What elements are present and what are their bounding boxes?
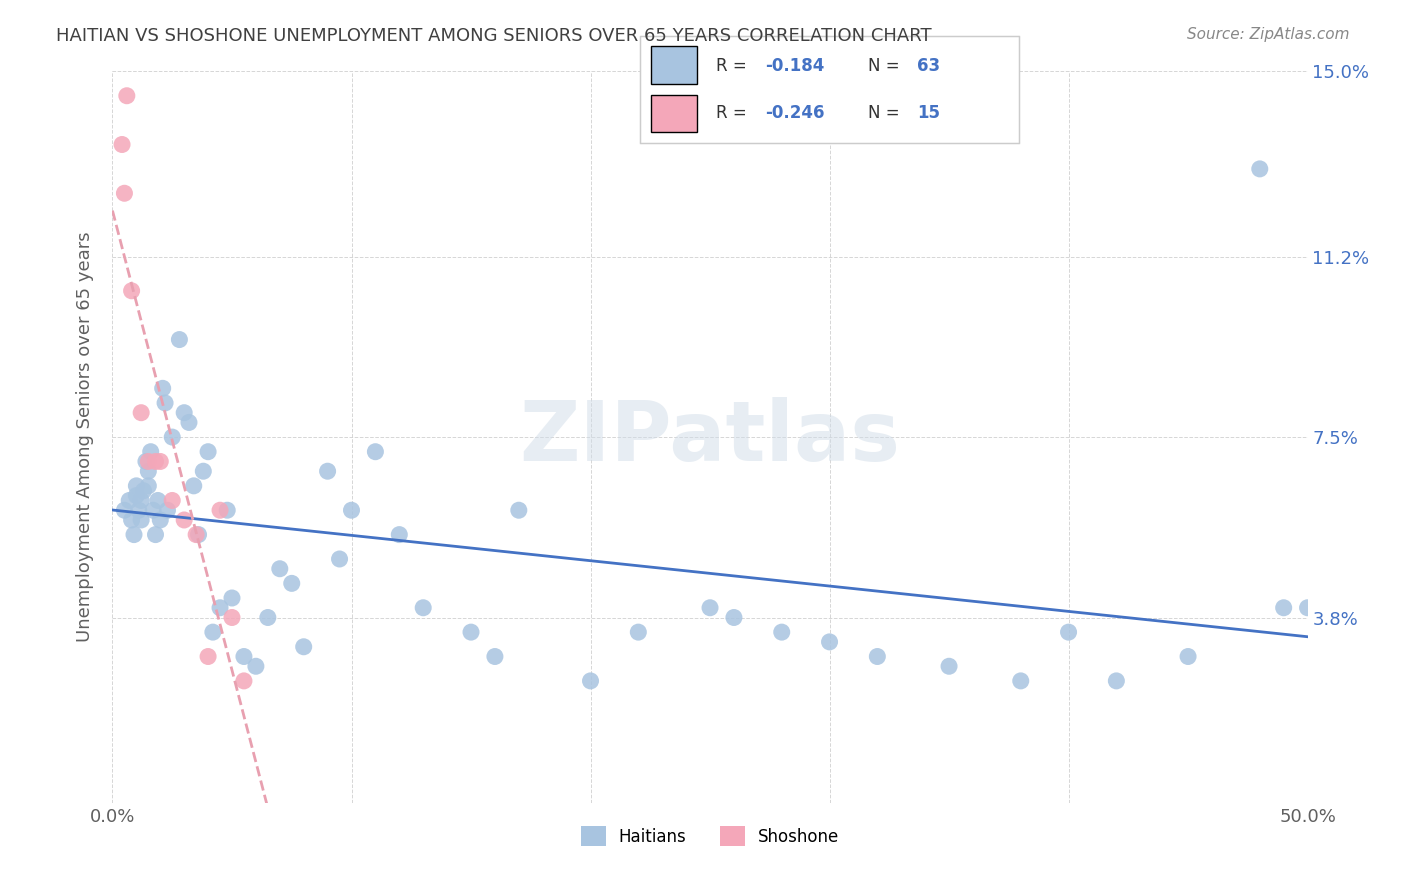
Point: [699, 600, 721, 615]
Point: [162, 493, 183, 508]
Point: [173, 513, 195, 527]
Point: [818, 635, 841, 649]
Point: [125, 479, 148, 493]
Y-axis label: Unemployment Among Seniors over 65 years: Unemployment Among Seniors over 65 years: [76, 232, 94, 642]
Point: [125, 489, 148, 503]
Point: [209, 503, 232, 517]
Point: [138, 454, 160, 468]
Point: [197, 649, 219, 664]
Point: [115, 88, 138, 103]
Point: [162, 430, 183, 444]
Point: [128, 503, 150, 517]
Point: [129, 493, 152, 508]
Point: [1010, 673, 1032, 688]
Point: [484, 649, 506, 664]
Text: R =: R =: [716, 57, 752, 75]
FancyBboxPatch shape: [651, 46, 697, 84]
Point: [388, 527, 411, 541]
Point: [146, 493, 169, 508]
Point: [156, 503, 179, 517]
Point: [149, 513, 172, 527]
Text: R =: R =: [716, 103, 752, 121]
Point: [187, 527, 209, 541]
Point: [173, 406, 195, 420]
Point: [1272, 600, 1295, 615]
Point: [627, 625, 650, 640]
Point: [1057, 625, 1080, 640]
Point: [145, 527, 167, 541]
Point: [866, 649, 889, 664]
Point: [938, 659, 960, 673]
Text: ZIPatlas: ZIPatlas: [520, 397, 900, 477]
Point: [233, 649, 256, 664]
Point: [269, 562, 291, 576]
Point: [183, 479, 205, 493]
Point: [138, 479, 160, 493]
Point: [245, 659, 267, 673]
Text: -0.184: -0.184: [765, 57, 824, 75]
Text: N =: N =: [868, 103, 904, 121]
Point: [197, 444, 219, 458]
Point: [135, 454, 157, 468]
Point: [169, 333, 191, 347]
Point: [364, 444, 387, 458]
Point: [209, 600, 232, 615]
Point: [257, 610, 280, 624]
Point: [118, 493, 141, 508]
Point: [329, 552, 352, 566]
Point: [149, 454, 172, 468]
Point: [723, 610, 745, 624]
Point: [1296, 600, 1319, 615]
Point: [114, 503, 135, 517]
Point: [233, 673, 256, 688]
Point: [460, 625, 482, 640]
Point: [111, 137, 134, 152]
Point: [145, 454, 167, 468]
Point: [186, 527, 208, 541]
Point: [122, 527, 145, 541]
Point: [153, 396, 176, 410]
Point: [292, 640, 315, 654]
Point: [316, 464, 339, 478]
Point: [132, 483, 155, 498]
Point: [114, 186, 135, 201]
Point: [412, 600, 434, 615]
Point: [579, 673, 602, 688]
Text: 63: 63: [917, 57, 941, 75]
Point: [340, 503, 363, 517]
Text: HAITIAN VS SHOSHONE UNEMPLOYMENT AMONG SENIORS OVER 65 YEARS CORRELATION CHART: HAITIAN VS SHOSHONE UNEMPLOYMENT AMONG S…: [56, 27, 932, 45]
Text: Source: ZipAtlas.com: Source: ZipAtlas.com: [1187, 27, 1350, 42]
Text: 15: 15: [917, 103, 939, 121]
Point: [770, 625, 793, 640]
Point: [142, 503, 165, 517]
Point: [129, 513, 152, 527]
Point: [1177, 649, 1199, 664]
Point: [152, 381, 174, 395]
Point: [221, 591, 243, 605]
Point: [121, 284, 143, 298]
Point: [221, 610, 243, 624]
Legend: Haitians, Shoshone: Haitians, Shoshone: [574, 820, 846, 853]
Text: N =: N =: [868, 57, 904, 75]
Point: [1105, 673, 1128, 688]
Point: [281, 576, 304, 591]
Point: [217, 503, 239, 517]
Point: [193, 464, 215, 478]
Point: [138, 464, 160, 478]
Point: [508, 503, 530, 517]
FancyBboxPatch shape: [651, 95, 697, 132]
Point: [129, 406, 152, 420]
Point: [139, 444, 162, 458]
Point: [121, 513, 143, 527]
Point: [201, 625, 224, 640]
Point: [177, 416, 200, 430]
Point: [1249, 161, 1271, 176]
Text: -0.246: -0.246: [765, 103, 824, 121]
